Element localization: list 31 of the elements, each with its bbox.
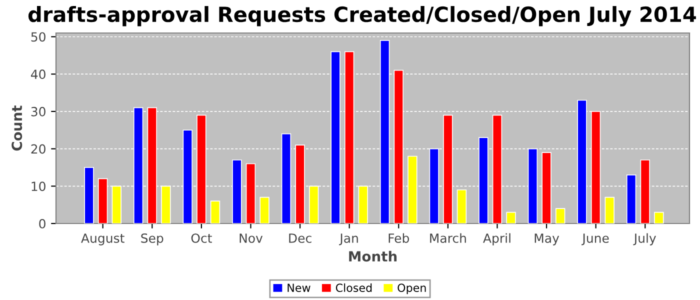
bar [555, 208, 566, 224]
x-tick-label: March [430, 233, 466, 243]
bar [506, 212, 516, 224]
y-tick-label: 50 [31, 32, 46, 42]
x-tick-label: Dec [289, 234, 312, 243]
legend-label: Closed [336, 283, 372, 292]
bar [260, 196, 270, 224]
x-tick-label: Jan [339, 234, 358, 246]
legend-label: New [288, 284, 310, 292]
y-tick-label: 30 [31, 106, 46, 116]
x-tick-label: April [483, 233, 510, 246]
x-tick-label: Oct [191, 233, 212, 243]
x-tick-label: June [582, 234, 609, 246]
x-tick-label: May [534, 234, 560, 246]
bar [604, 196, 614, 224]
bar [210, 200, 220, 224]
y-tick-label: 40 [30, 70, 46, 80]
legend-label: Open [398, 284, 426, 294]
chart-title: drafts-approval Requests Created/Closed/Open July 2014 [28, 6, 696, 26]
x-tick-label: August [81, 234, 124, 246]
x-tick-label: July [633, 233, 656, 246]
x-tick-label: Sep [141, 233, 164, 246]
x-tick-label: Nov [240, 234, 263, 243]
x-axis-title: Month [349, 250, 397, 262]
bar [456, 189, 467, 224]
x-tick-label: Feb [388, 233, 410, 243]
y-tick-label: 0 [39, 218, 46, 228]
y-tick-label: 20 [31, 144, 46, 154]
y-tick-label: 10 [32, 182, 46, 192]
bar [654, 212, 664, 224]
y-axis-title: Count [12, 105, 22, 151]
